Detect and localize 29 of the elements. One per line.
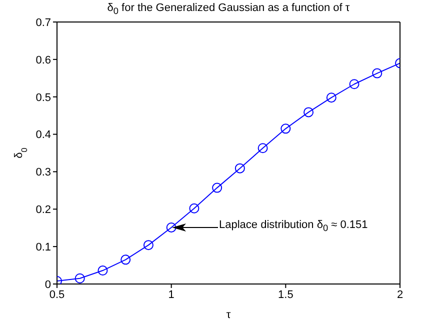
point — [372, 68, 382, 78]
point — [120, 254, 131, 265]
point — [349, 79, 360, 90]
x-tick-label: 1.5 — [278, 288, 294, 301]
point — [166, 222, 176, 232]
point — [280, 124, 291, 134]
y-tick-label: 0.3 — [36, 166, 51, 179]
point — [258, 143, 268, 154]
point — [234, 163, 245, 174]
chart-title: δ$_{0}$ for the Generalized Gaussian as a function of τ — [106, 2, 351, 16]
point — [143, 240, 154, 250]
x-tick-label: 0.5 — [49, 288, 65, 301]
point — [212, 182, 222, 193]
x-axis-title: τ — [226, 309, 232, 321]
point — [326, 92, 336, 103]
y-tick-label: 0.4 — [36, 129, 51, 142]
point — [74, 273, 85, 284]
point — [189, 203, 200, 214]
y-tick-label: 0.2 — [36, 204, 51, 216]
x-tick-label: 1 — [168, 288, 174, 301]
y-tick-label: 0.5 — [36, 92, 51, 104]
y-tick-label: 0.1 — [36, 241, 51, 254]
point — [304, 107, 314, 118]
annotation: Laplace distribution δ$_{0}$ ≈ 0.151 — [219, 219, 368, 234]
y-tick-label: 0.6 — [36, 54, 51, 66]
point — [98, 266, 108, 276]
x-tick-label: 2 — [396, 288, 404, 301]
y-tick-label: 0 — [44, 278, 51, 291]
y-tick-label: 0.7 — [36, 16, 51, 29]
